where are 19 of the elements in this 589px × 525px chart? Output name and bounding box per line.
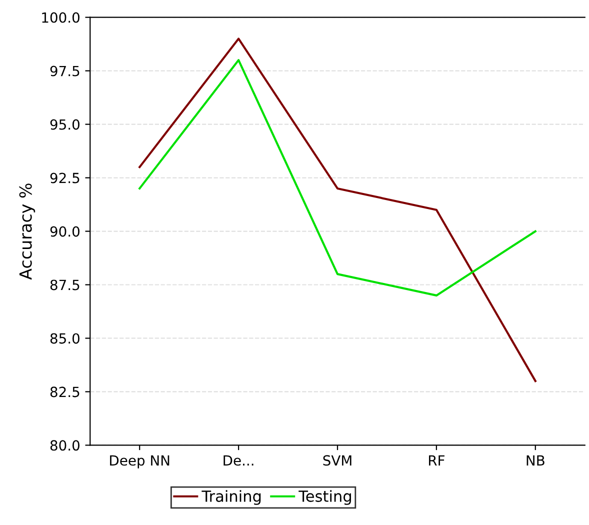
legend-label: Testing xyxy=(298,490,351,505)
line-series xyxy=(138,59,536,296)
legend-label: Training xyxy=(202,490,261,505)
line-series xyxy=(138,38,536,382)
x-tick-label: De... xyxy=(224,455,254,466)
y-tick-label: 87.5 xyxy=(50,280,80,290)
y-tick-label: 90.0 xyxy=(50,226,80,237)
y-tick-label: 85.0 xyxy=(50,333,80,344)
y-tick-label: 100.0 xyxy=(42,12,80,23)
y-tick-label: 97.5 xyxy=(50,66,80,76)
y-tick-label: 92.5 xyxy=(50,172,80,184)
y-tick-label: 80.0 xyxy=(50,440,80,451)
x-tick-label: NB xyxy=(526,455,544,466)
x-tick-label: SVM xyxy=(323,455,352,466)
y-axis-title: Accuracy % xyxy=(19,184,36,280)
y-tick-label: 82.5 xyxy=(50,386,80,398)
x-tick-label: Deep NN xyxy=(110,455,170,468)
y-tick-label: 95.0 xyxy=(50,119,80,130)
x-tick-label: RF xyxy=(428,455,444,466)
